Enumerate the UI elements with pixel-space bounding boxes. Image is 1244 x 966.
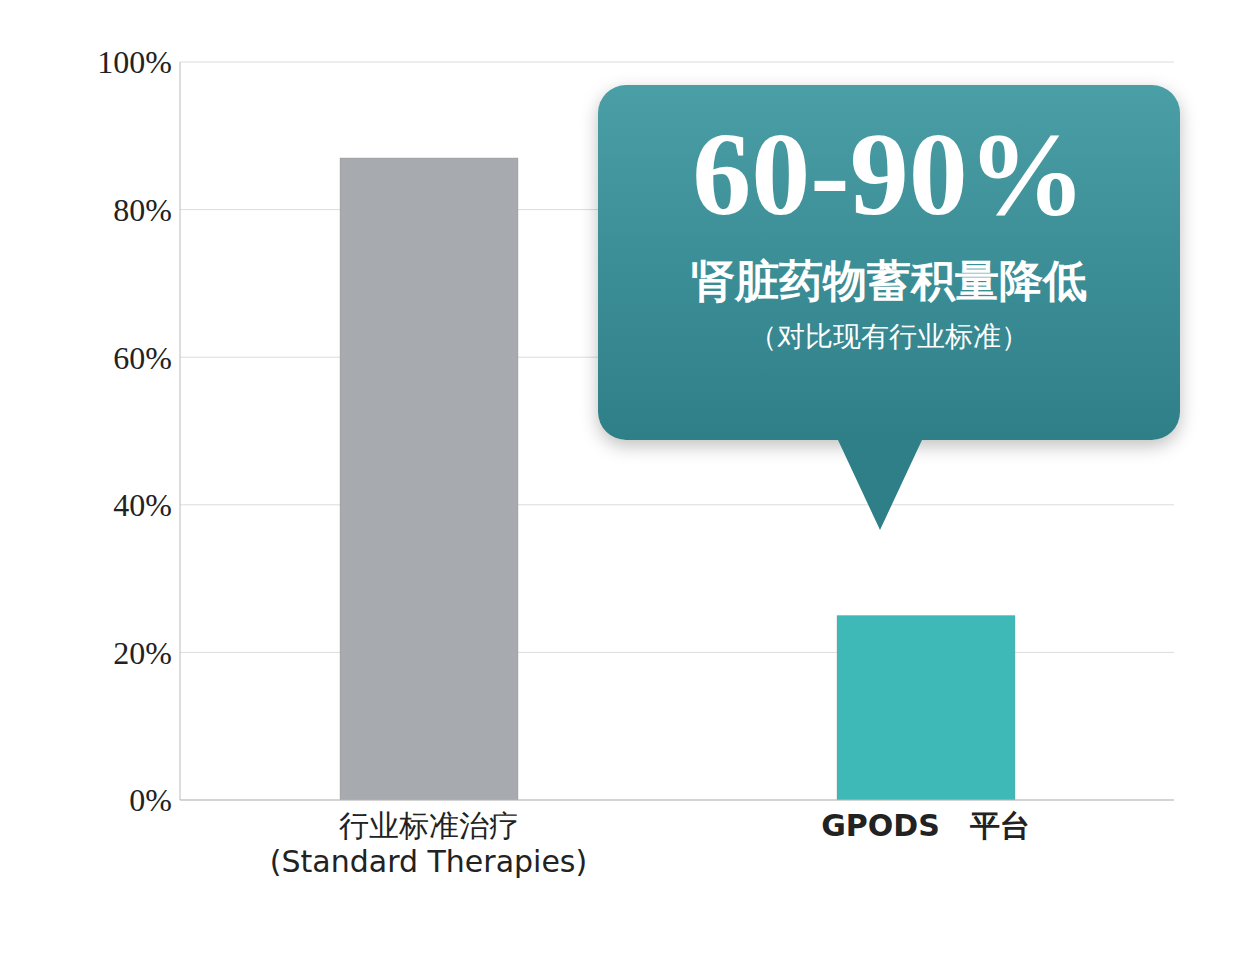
svg-text:40%: 40% <box>113 487 172 523</box>
svg-text:20%: 20% <box>113 635 172 671</box>
svg-text:80%: 80% <box>113 192 172 228</box>
svg-text:100%: 100% <box>97 44 172 80</box>
html-text:肾脏药物蓄积量降低: 肾脏药物蓄积量降低 <box>691 255 1087 306</box>
svg-text:GPODS 平台: GPODS 平台 <box>821 808 1030 843</box>
svg-text:行业标准治疗: 行业标准治疗 <box>339 808 519 843</box>
html-text:60-90%: 60-90% <box>692 109 1086 240</box>
html-text:（对比现有行业标准）: （对比现有行业标准） <box>749 320 1029 353</box>
svg-text:60%: 60% <box>113 340 172 376</box>
svg-text:(Standard Therapies): (Standard Therapies) <box>270 844 587 879</box>
svg-text:0%: 0% <box>129 782 172 818</box>
